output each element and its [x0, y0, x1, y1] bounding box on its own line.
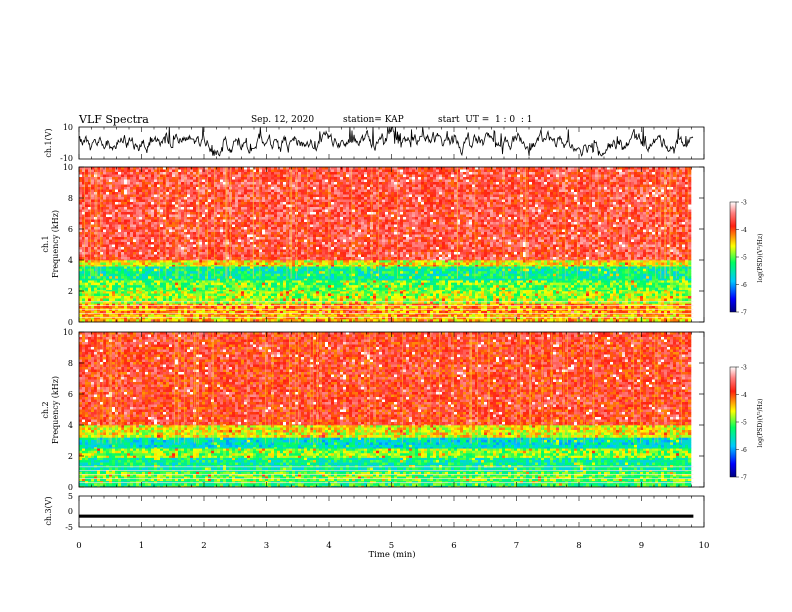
ch1-ytick-top: 10	[63, 123, 73, 132]
ch2-colorbar-gradient	[729, 366, 737, 478]
spec2-ticks-ytick-6: 6	[68, 390, 73, 399]
ch2-spectrogram	[79, 332, 704, 488]
ch3-waveform-frame	[78, 495, 705, 528]
ch3-ytick-mid: 0	[68, 507, 73, 516]
chart-title: VLF Spectra	[79, 113, 149, 126]
ch1-colorbar-gradient	[729, 201, 737, 313]
time-tick-6: 6	[451, 541, 456, 551]
date-label: Sep. 12, 2020	[251, 115, 314, 125]
time-tick-5: 5	[389, 541, 394, 551]
ch1-spectrogram-panel: 0 2 4 6 8 10 ch.1 Frequency (kHz)	[41, 163, 705, 327]
spec1-ticks-ytick-4: 4	[68, 256, 73, 265]
ch3-ytick-bottom: -5	[65, 523, 73, 532]
cb1-ticks--3: -3	[741, 200, 747, 207]
spec2-ticks-ytick-8: 8	[68, 359, 73, 368]
time-tick-7: 7	[514, 541, 519, 551]
cb1-ticks--6: -6	[741, 282, 747, 289]
cb2-ticks--3: -3	[741, 365, 747, 372]
time-tick-1: 1	[139, 541, 144, 551]
cb2-ticks--4: -4	[741, 392, 747, 399]
ch3-waveform-line	[79, 514, 694, 518]
spec1-ticks-ytick-2: 2	[68, 287, 73, 296]
ch2-ylabel-bottom: Frequency (kHz)	[51, 376, 60, 444]
time-tick-4: 4	[326, 541, 331, 551]
start-time-label: start UT = 1 : 0 : 1	[438, 115, 533, 125]
ch1-ylabel-bottom: Frequency (kHz)	[51, 210, 60, 278]
time-tick-10: 10	[699, 541, 710, 551]
ch2-spectrogram-panel: 0 2 4 6 8 10 ch.2 Frequency (kHz)	[41, 328, 705, 492]
cb2-ticks--7: -7	[741, 475, 747, 482]
ch2-colorbar: -3 -4 -5 -6 -7 log(PSD)(V²/Hz)	[729, 365, 764, 482]
time-axis-label: Time (min)	[368, 549, 415, 560]
ch1-colorbar-label: log(PSD)(V²/Hz)	[757, 234, 764, 283]
ch1-waveform-panel: 10 -10 ch.1(V)	[44, 123, 705, 163]
cb2-ticks--5: -5	[741, 420, 747, 427]
ch1-ytick-bottom: -10	[60, 154, 73, 163]
time-tick-8: 8	[576, 541, 581, 551]
cb1-ticks--5: -5	[741, 255, 747, 262]
spec2-ticks-ytick-0: 0	[68, 483, 73, 492]
spec1-ticks-ytick-0: 0	[68, 318, 73, 327]
ch2-colorbar-label: log(PSD)(V²/Hz)	[757, 399, 764, 448]
ch3-ytick-top: 5	[68, 492, 73, 501]
ch2-ylabel-top: ch.2	[41, 401, 50, 418]
time-tick-0: 0	[76, 541, 81, 551]
station-label: station= KAP	[343, 115, 404, 125]
cb1-ticks--7: -7	[741, 310, 747, 317]
ch1-waveform-line	[78, 126, 694, 157]
time-axis: 0 1 2 3 4 5 6 7 8 9 10	[76, 127, 709, 551]
time-tick-3: 3	[264, 541, 269, 551]
ch1-ylabel-top: ch.1	[41, 235, 50, 252]
time-tick-2: 2	[201, 541, 206, 551]
cb1-ticks--4: -4	[741, 227, 747, 234]
spec1-ticks-ytick-10: 10	[63, 163, 73, 172]
time-tick-9: 9	[639, 541, 644, 551]
spec1-ticks-ytick-8: 8	[68, 194, 73, 203]
cb2-ticks--6: -6	[741, 447, 747, 454]
ch1-ylabel: ch.1(V)	[44, 128, 53, 157]
spec2-ticks-ytick-10: 10	[63, 328, 73, 337]
spec2-ticks-ytick-4: 4	[68, 421, 73, 430]
ch3-waveform-panel: 5 0 -5 ch.3(V)	[44, 492, 705, 532]
ch3-ylabel: ch.3(V)	[44, 496, 53, 525]
ch1-spectrogram	[79, 167, 704, 323]
ch1-colorbar: -3 -4 -5 -6 -7 log(PSD)(V²/Hz)	[729, 200, 764, 317]
spec2-ticks-ytick-2: 2	[68, 452, 73, 461]
spec1-ticks-ytick-6: 6	[68, 225, 73, 234]
